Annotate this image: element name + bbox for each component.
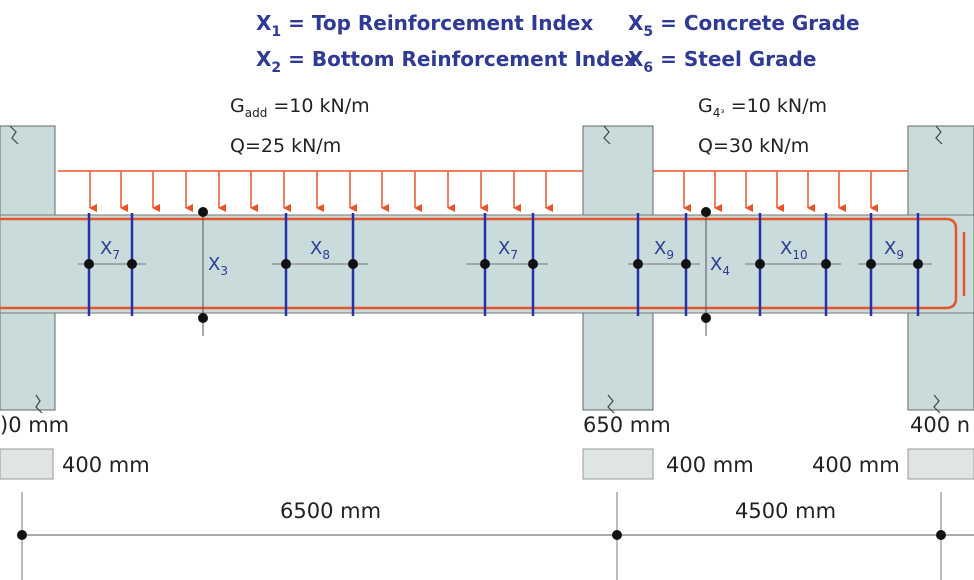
span2-dead-load: G4ᵌ =10 kN/m: [698, 95, 827, 120]
span-node-right: [936, 530, 946, 540]
span1-live-load: Q=25 kN/m: [230, 135, 341, 157]
span2-load-arrows: [683, 171, 878, 212]
span2-live-load: Q=30 kN/m: [698, 135, 809, 157]
label-x4: X4: [710, 254, 730, 278]
rebar-loop: [0, 217, 958, 310]
legend-x1: X1 = Top Reinforcement Index: [256, 11, 593, 40]
right-column-section: [907, 448, 974, 480]
column-right-upper: [907, 125, 974, 216]
dim-middle-column-depth: 400 mm: [666, 453, 754, 477]
span1-load-arrows: [89, 171, 553, 212]
label-x8: X8: [310, 238, 330, 262]
label-x9-right: X9: [884, 238, 904, 262]
legend-x5: X5 = Concrete Grade: [628, 11, 860, 40]
column-left-upper: [0, 125, 56, 216]
label-x7-left: X7: [100, 238, 120, 262]
span1-dead-load: Gadd =10 kN/m: [230, 95, 370, 120]
left-column-section: [0, 448, 54, 480]
label-x9-left: X9: [654, 238, 674, 262]
dim-left-column-depth: 400 mm: [62, 453, 150, 477]
node-dots: [84, 207, 923, 323]
legend-x2: X2 = Bottom Reinforcement Index: [256, 47, 637, 76]
middle-column-section: [582, 448, 654, 480]
dim-right-column-depth: 400 mm: [812, 453, 900, 477]
column-middle-lower: [582, 312, 654, 411]
column-middle-upper: [582, 125, 654, 216]
dim-left-column-width: )0 mm: [0, 413, 69, 437]
label-x3: X3: [208, 254, 228, 278]
dim-span1: 6500 mm: [280, 499, 381, 523]
dim-middle-column-width: 650 mm: [583, 413, 671, 437]
dim-span2: 4500 mm: [735, 499, 836, 523]
label-x10: X10: [780, 238, 808, 262]
column-right-lower: [907, 312, 974, 411]
span-node-middle: [612, 530, 622, 540]
column-left-lower: [0, 312, 56, 411]
span-node-left: [17, 530, 27, 540]
legend-x6: X6 = Steel Grade: [628, 47, 816, 76]
label-x7-right: X7: [498, 238, 518, 262]
dim-right-column-width: 400 n: [910, 413, 970, 437]
